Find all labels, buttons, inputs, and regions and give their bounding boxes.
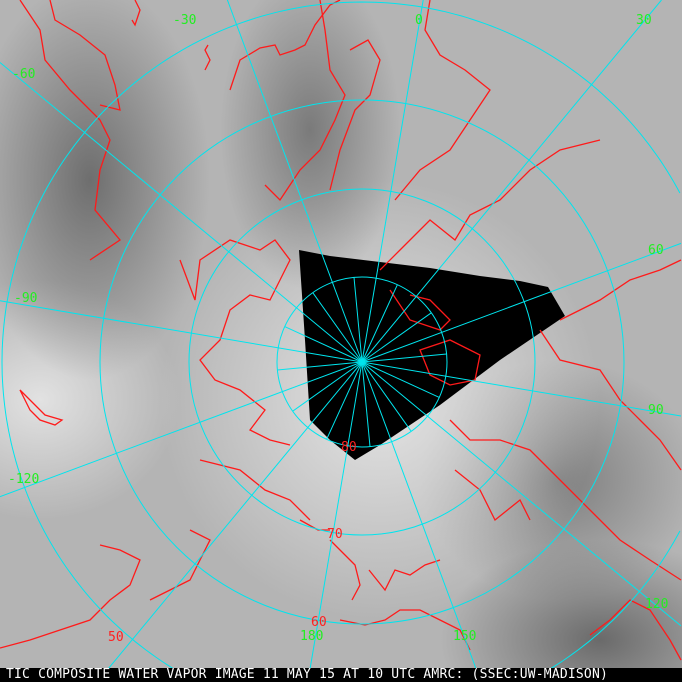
latitude-label: 60 <box>311 615 327 630</box>
meridian-line <box>361 0 424 363</box>
longitude-label: -30 <box>173 13 197 28</box>
longitude-label: 180 <box>300 629 324 644</box>
meridian-line-inner <box>292 361 363 412</box>
meridian-line-inner <box>326 361 363 440</box>
meridian-line-inner <box>361 312 432 363</box>
longitude-label: 120 <box>645 597 669 612</box>
longitude-label: 60 <box>648 243 664 258</box>
latitude-circle-80 <box>276 276 448 448</box>
latitude-label: 50 <box>108 630 124 645</box>
image-caption: TIC COMPOSITE WATER VAPOR IMAGE 11 MAY 1… <box>0 668 682 682</box>
meridian-line <box>361 242 682 363</box>
meridian-line <box>97 361 363 682</box>
latitude-label: 80 <box>341 440 357 455</box>
meridian-line <box>361 361 682 627</box>
meridian-line <box>0 300 363 363</box>
meridian-line <box>0 361 363 498</box>
longitude-label: -120 <box>8 472 40 487</box>
longitude-label: -90 <box>14 291 38 306</box>
meridian-line-inner <box>284 326 363 363</box>
meridian-line <box>361 0 662 363</box>
longitude-label: 0 <box>415 13 423 28</box>
meridian-line-inner <box>361 284 398 363</box>
longitude-label: 150 <box>453 629 477 644</box>
meridian-line <box>361 361 482 682</box>
meridian-line <box>307 361 363 682</box>
meridian-line-inner <box>361 361 371 447</box>
meridian-line-inner <box>312 292 363 363</box>
latitude-circle-60 <box>99 99 625 625</box>
meridian-line-inner <box>353 277 363 363</box>
meridian-line-inner <box>361 353 447 363</box>
meridian-line-inner <box>277 361 363 371</box>
longitude-label: -60 <box>12 67 36 82</box>
meridian-line-inner <box>361 361 412 432</box>
meridian-line <box>226 0 363 363</box>
latitude-circle-70 <box>188 188 536 536</box>
longitude-label: 30 <box>636 13 652 28</box>
meridian-line-inner <box>361 361 440 398</box>
latitude-label: 70 <box>327 527 343 542</box>
meridian-line <box>0 62 363 363</box>
meridian-line <box>361 361 682 417</box>
longitude-label: 90 <box>648 403 664 418</box>
